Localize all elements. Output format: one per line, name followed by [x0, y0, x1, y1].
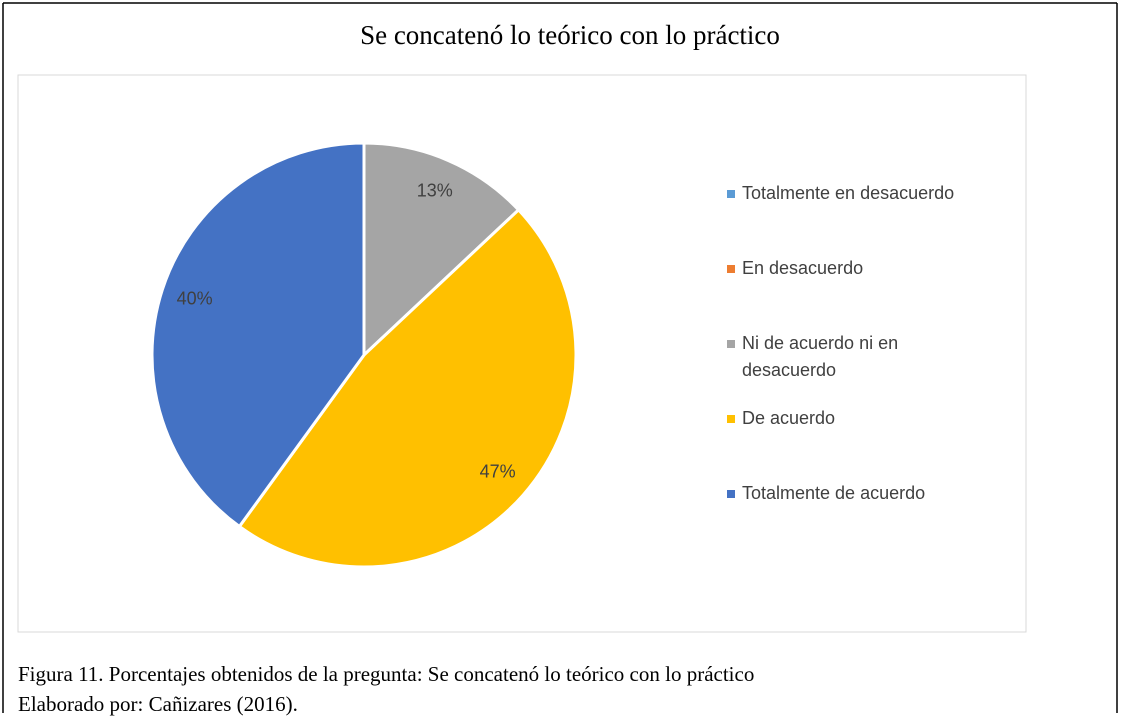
data-label: 40%	[177, 289, 213, 309]
caption: Figura 11. Porcentajes obtenidos de la p…	[18, 662, 755, 686]
data-label: 13%	[417, 180, 453, 200]
chart-area	[17, 74, 1027, 633]
legend-swatch	[727, 190, 735, 198]
legend-swatch	[727, 415, 735, 423]
pie-slice	[237, 207, 578, 569]
legend-label: Totalmente de acuerdo	[742, 483, 926, 503]
legend-swatch	[727, 265, 735, 273]
legend-item: Ni de acuerdo ni en desacuerdo	[727, 330, 1007, 384]
legend-label: En desacuerdo	[742, 258, 864, 278]
legend-swatch	[727, 490, 735, 498]
legend-swatch	[727, 340, 735, 348]
legend-item: En desacuerdo	[727, 255, 1007, 282]
data-label: 47%	[480, 462, 516, 482]
legend-label: Totalmente en desacuerdo	[742, 183, 955, 203]
legend-label: De acuerdo	[742, 408, 836, 428]
pie-slice	[150, 141, 366, 529]
legend-item: Totalmente en desacuerdo	[727, 180, 1007, 207]
legend-item: Totalmente de acuerdo	[727, 480, 1007, 507]
chart-title: Se concatenó lo teórico con lo práctico	[360, 20, 780, 50]
legend-label: Ni de acuerdo ni en desacuerdo	[742, 333, 899, 380]
legend-item: De acuerdo	[727, 405, 1007, 432]
pie-slice	[362, 141, 521, 359]
caption: Elaborado por: Cañizares (2016).	[18, 692, 298, 716]
